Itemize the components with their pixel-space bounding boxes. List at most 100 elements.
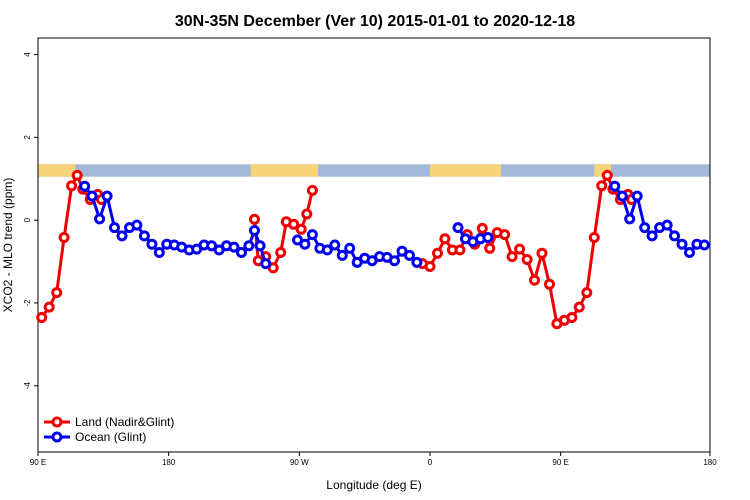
series-ocean-point-56: [669, 230, 680, 242]
legend-land-label: Land (Nadir&Glint): [75, 415, 174, 429]
land-sea-band: [38, 164, 710, 177]
legend-ocean-label: Ocean (Glint): [75, 430, 146, 444]
series-land: [36, 169, 638, 330]
series-ocean-point-48: [609, 180, 621, 192]
series-ocean-point-23: [249, 225, 260, 236]
series-ocean-point-42: [411, 256, 423, 268]
x-tick-label-1: 180: [162, 458, 176, 467]
series-ocean-point-30: [321, 244, 333, 256]
series-land-point-31: [499, 229, 511, 241]
series-land-point-16: [288, 218, 300, 230]
series-land-point-32: [506, 251, 518, 263]
series-ocean-point-31: [329, 239, 341, 251]
series-ocean-point-22: [243, 240, 255, 252]
series-ocean-point-43: [452, 222, 464, 234]
series-ocean-point-3: [101, 190, 113, 202]
series-ocean-point-5: [116, 230, 128, 242]
plot-frame: [37, 37, 711, 453]
series-land-point-35: [529, 274, 540, 286]
series-land-point-29: [484, 242, 496, 254]
series-ocean-point-9: [146, 238, 158, 250]
series-land-point-36: [536, 247, 548, 259]
series-land-point-17: [295, 223, 307, 235]
series-land-point-44: [596, 180, 608, 192]
series-land-point-0: [36, 312, 48, 323]
series-ocean-point-57: [676, 238, 688, 250]
series-land-point-18: [301, 208, 313, 220]
series-land-point-40: [566, 312, 578, 323]
series-land-point-43: [588, 232, 600, 243]
series-land-point-33: [514, 243, 526, 255]
chart-title: 30N-35N December (Ver 10) 2015-01-01 to …: [175, 13, 575, 30]
series-land-point-42: [581, 287, 593, 299]
series-ocean-point-58: [684, 247, 695, 258]
series-land-point-45: [601, 169, 613, 181]
series-land-point-23: [439, 233, 451, 245]
series-ocean-point-28: [306, 229, 318, 241]
series-land-point-28: [476, 222, 488, 234]
band-land-2: [430, 164, 501, 177]
series-layer: [36, 169, 710, 330]
series-ocean-point-41: [404, 249, 415, 261]
y-tick-label-4: -4: [23, 382, 32, 390]
series-land-point-22: [432, 247, 443, 259]
series-ocean-point-20: [228, 241, 240, 253]
series-ocean-point-39: [389, 255, 400, 267]
series-land-point-41: [573, 301, 585, 313]
band-land-0: [38, 164, 76, 177]
series-ocean-point-1: [86, 190, 98, 202]
legend-ocean-marker: [51, 431, 63, 443]
series-ocean-point-55: [661, 219, 673, 231]
x-tick-label-2: 90 W: [290, 458, 309, 467]
series-ocean-point-10: [153, 247, 165, 258]
y-tick-label-1: 2: [23, 135, 32, 140]
series-ocean-point-51: [631, 190, 643, 202]
series-ocean-point-4: [109, 222, 120, 234]
series-ocean-point-50: [624, 213, 636, 225]
series-ocean-point-24: [254, 240, 266, 252]
band-ocean: [38, 164, 710, 177]
series-ocean-point-21: [236, 247, 247, 258]
legend: Land (Nadir&Glint) Ocean (Glint): [44, 415, 174, 444]
series-ocean-point-60: [698, 239, 710, 251]
series-ocean-point-0: [79, 180, 91, 192]
x-tick-label-3: 0: [428, 458, 433, 467]
series-ocean-point-33: [344, 242, 356, 254]
x-tick-label-0: 90 E: [30, 458, 46, 467]
series-land-point-34: [521, 254, 533, 265]
y-tick-label-2: 0: [23, 217, 32, 222]
series-land-point-2: [51, 287, 63, 299]
y-axis: 4 2 0 -2 -4: [23, 52, 38, 390]
series-ocean-point-8: [138, 230, 150, 242]
series-ocean-point-47: [482, 232, 494, 243]
y-axis-label: XCO2 - MLO trend (ppm): [1, 178, 15, 313]
x-tick-label-4: 90 E: [552, 458, 568, 467]
series-land-point-19: [306, 184, 318, 196]
series-land-point-25: [454, 244, 466, 256]
band-land-1: [250, 164, 318, 177]
series-land-point-14: [275, 247, 287, 258]
x-tick-label-5: 180: [703, 458, 717, 467]
series-ocean-point-2: [94, 213, 106, 225]
series-ocean-point-52: [639, 222, 651, 234]
y-tick-label-0: 4: [23, 52, 32, 57]
series-land-point-10: [249, 213, 260, 225]
x-axis-label: Longitude (deg E): [326, 478, 421, 492]
series-ocean-point-25: [260, 258, 272, 270]
x-axis: 90 E 180 90 W 0 90 E 180: [30, 452, 717, 467]
series-ocean-point-7: [131, 219, 143, 231]
legend-land-marker: [51, 416, 63, 428]
series-ocean: [79, 180, 710, 270]
series-land-point-21: [424, 261, 436, 272]
y-tick-label-3: -2: [23, 299, 32, 307]
series-ocean-point-27: [299, 238, 311, 250]
series-land-point-37: [544, 278, 555, 290]
series-ocean-point-53: [646, 230, 658, 242]
series-ocean-point-32: [336, 249, 348, 261]
series-ocean-point-49: [616, 190, 628, 202]
series-land-point-4: [66, 180, 78, 192]
series-land-point-3: [58, 232, 70, 243]
series-land-point-1: [43, 301, 55, 313]
series-land-point-5: [71, 169, 83, 181]
